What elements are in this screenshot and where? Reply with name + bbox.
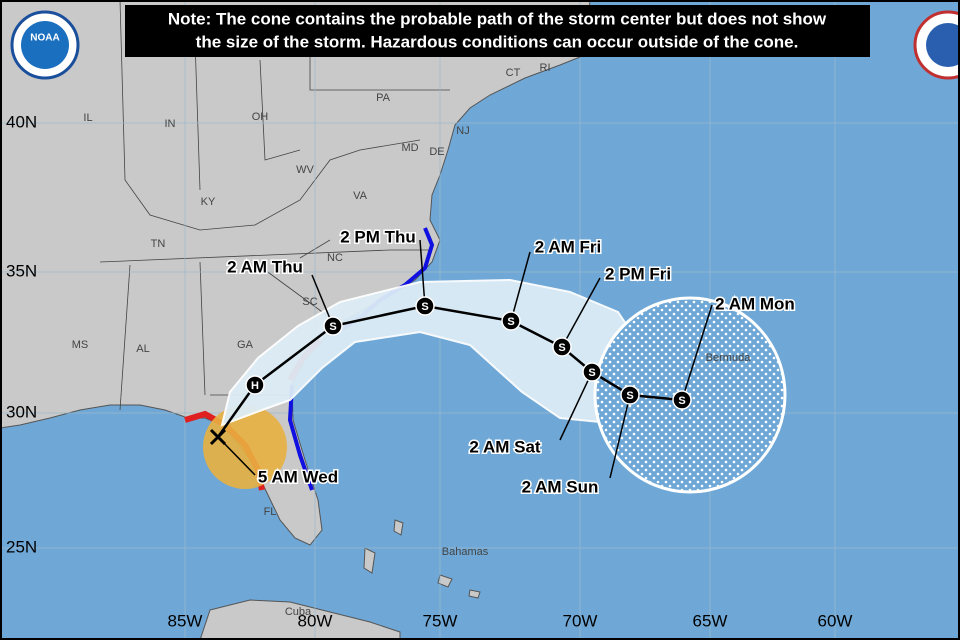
- track-point: [582, 362, 602, 382]
- track-point: [415, 296, 435, 316]
- track-point-x: [209, 428, 227, 446]
- longitude-label: 60W: [818, 611, 853, 630]
- longitude-label: 65W: [693, 611, 728, 630]
- region-label: MD: [401, 142, 418, 154]
- track-symbol: S: [588, 367, 595, 379]
- track-symbol: S: [507, 316, 514, 328]
- track-symbol: H: [251, 380, 259, 392]
- region-label: PA: [376, 92, 391, 104]
- region-label: IL: [83, 112, 92, 124]
- track-point: [672, 390, 692, 410]
- region-label: IN: [165, 118, 176, 130]
- latitude-label: 40N: [6, 112, 37, 131]
- track-point: [323, 316, 343, 336]
- labels: 40N 35N 30N 25N 85W 80W 75W 70W 65W 60W IL IN OH PA CT…: [6, 62, 852, 631]
- bahamas: [363, 519, 481, 599]
- track-point: [501, 311, 521, 331]
- region-label: VA: [353, 190, 368, 202]
- time-label: 2 AM Sun: [522, 477, 599, 496]
- region-label: Bahamas: [442, 546, 489, 558]
- leader-line: [609, 394, 631, 479]
- note-line: the size of the storm. Hazardous conditi…: [196, 32, 799, 51]
- track-point: [552, 337, 572, 357]
- leader-line: [561, 277, 601, 348]
- region-label: SC: [302, 296, 317, 308]
- region-label: DE: [429, 146, 444, 158]
- noaa-logo-text: NOAA: [30, 33, 59, 44]
- region-label: MS: [72, 339, 89, 351]
- time-label: 2 AM Mon: [715, 294, 795, 313]
- time-label: 2 PM Fri: [605, 264, 671, 283]
- track-symbol: S: [678, 395, 685, 407]
- track-point: [620, 385, 640, 405]
- region-label: WV: [296, 164, 314, 176]
- note-line: Note: The cone contains the probable pat…: [168, 9, 827, 28]
- track-symbol: S: [626, 390, 633, 402]
- track-point: [245, 375, 265, 395]
- wind-field: [203, 405, 287, 489]
- track-symbol: S: [558, 342, 565, 354]
- note-box: [125, 5, 870, 57]
- leader-line: [681, 304, 713, 401]
- region-label: NJ: [456, 125, 469, 137]
- region-label: KY: [201, 196, 216, 208]
- longitude-label: 80W: [298, 611, 333, 630]
- region-label: CT: [506, 67, 521, 79]
- track-symbol: S: [421, 301, 428, 313]
- region-label: Bermuda: [706, 352, 752, 364]
- region-label: Cuba: [285, 606, 312, 618]
- latitude-label: 30N: [6, 402, 37, 421]
- time-label: 2 AM Fri: [535, 237, 601, 256]
- nws-logo-inner: [926, 23, 960, 67]
- time-label: 2 AM Thu: [227, 257, 303, 276]
- region-label: NC: [327, 252, 343, 264]
- longitude-label: 70W: [563, 611, 598, 630]
- longitude-label: 85W: [168, 611, 203, 630]
- leader-line: [510, 251, 531, 322]
- leader-line: [559, 371, 593, 441]
- time-label: 2 PM Thu: [340, 227, 416, 246]
- latitude-label: 35N: [6, 261, 37, 280]
- region-label: OH: [252, 111, 269, 123]
- time-label: 2 AM Sat: [469, 437, 541, 456]
- leader-line: [419, 239, 426, 307]
- region-label: TN: [151, 238, 166, 250]
- latitude-label: 25N: [6, 537, 37, 556]
- noaa-logo-inner: [21, 21, 69, 69]
- region-label: RI: [540, 62, 551, 74]
- cuba: [199, 599, 401, 640]
- time-label: 5 AM Wed: [258, 467, 338, 486]
- longitude-label: 75W: [423, 611, 458, 630]
- track-symbol: S: [329, 321, 336, 333]
- region-label: AL: [136, 343, 149, 355]
- region-label: GA: [237, 339, 254, 351]
- region-label: FL: [264, 506, 277, 518]
